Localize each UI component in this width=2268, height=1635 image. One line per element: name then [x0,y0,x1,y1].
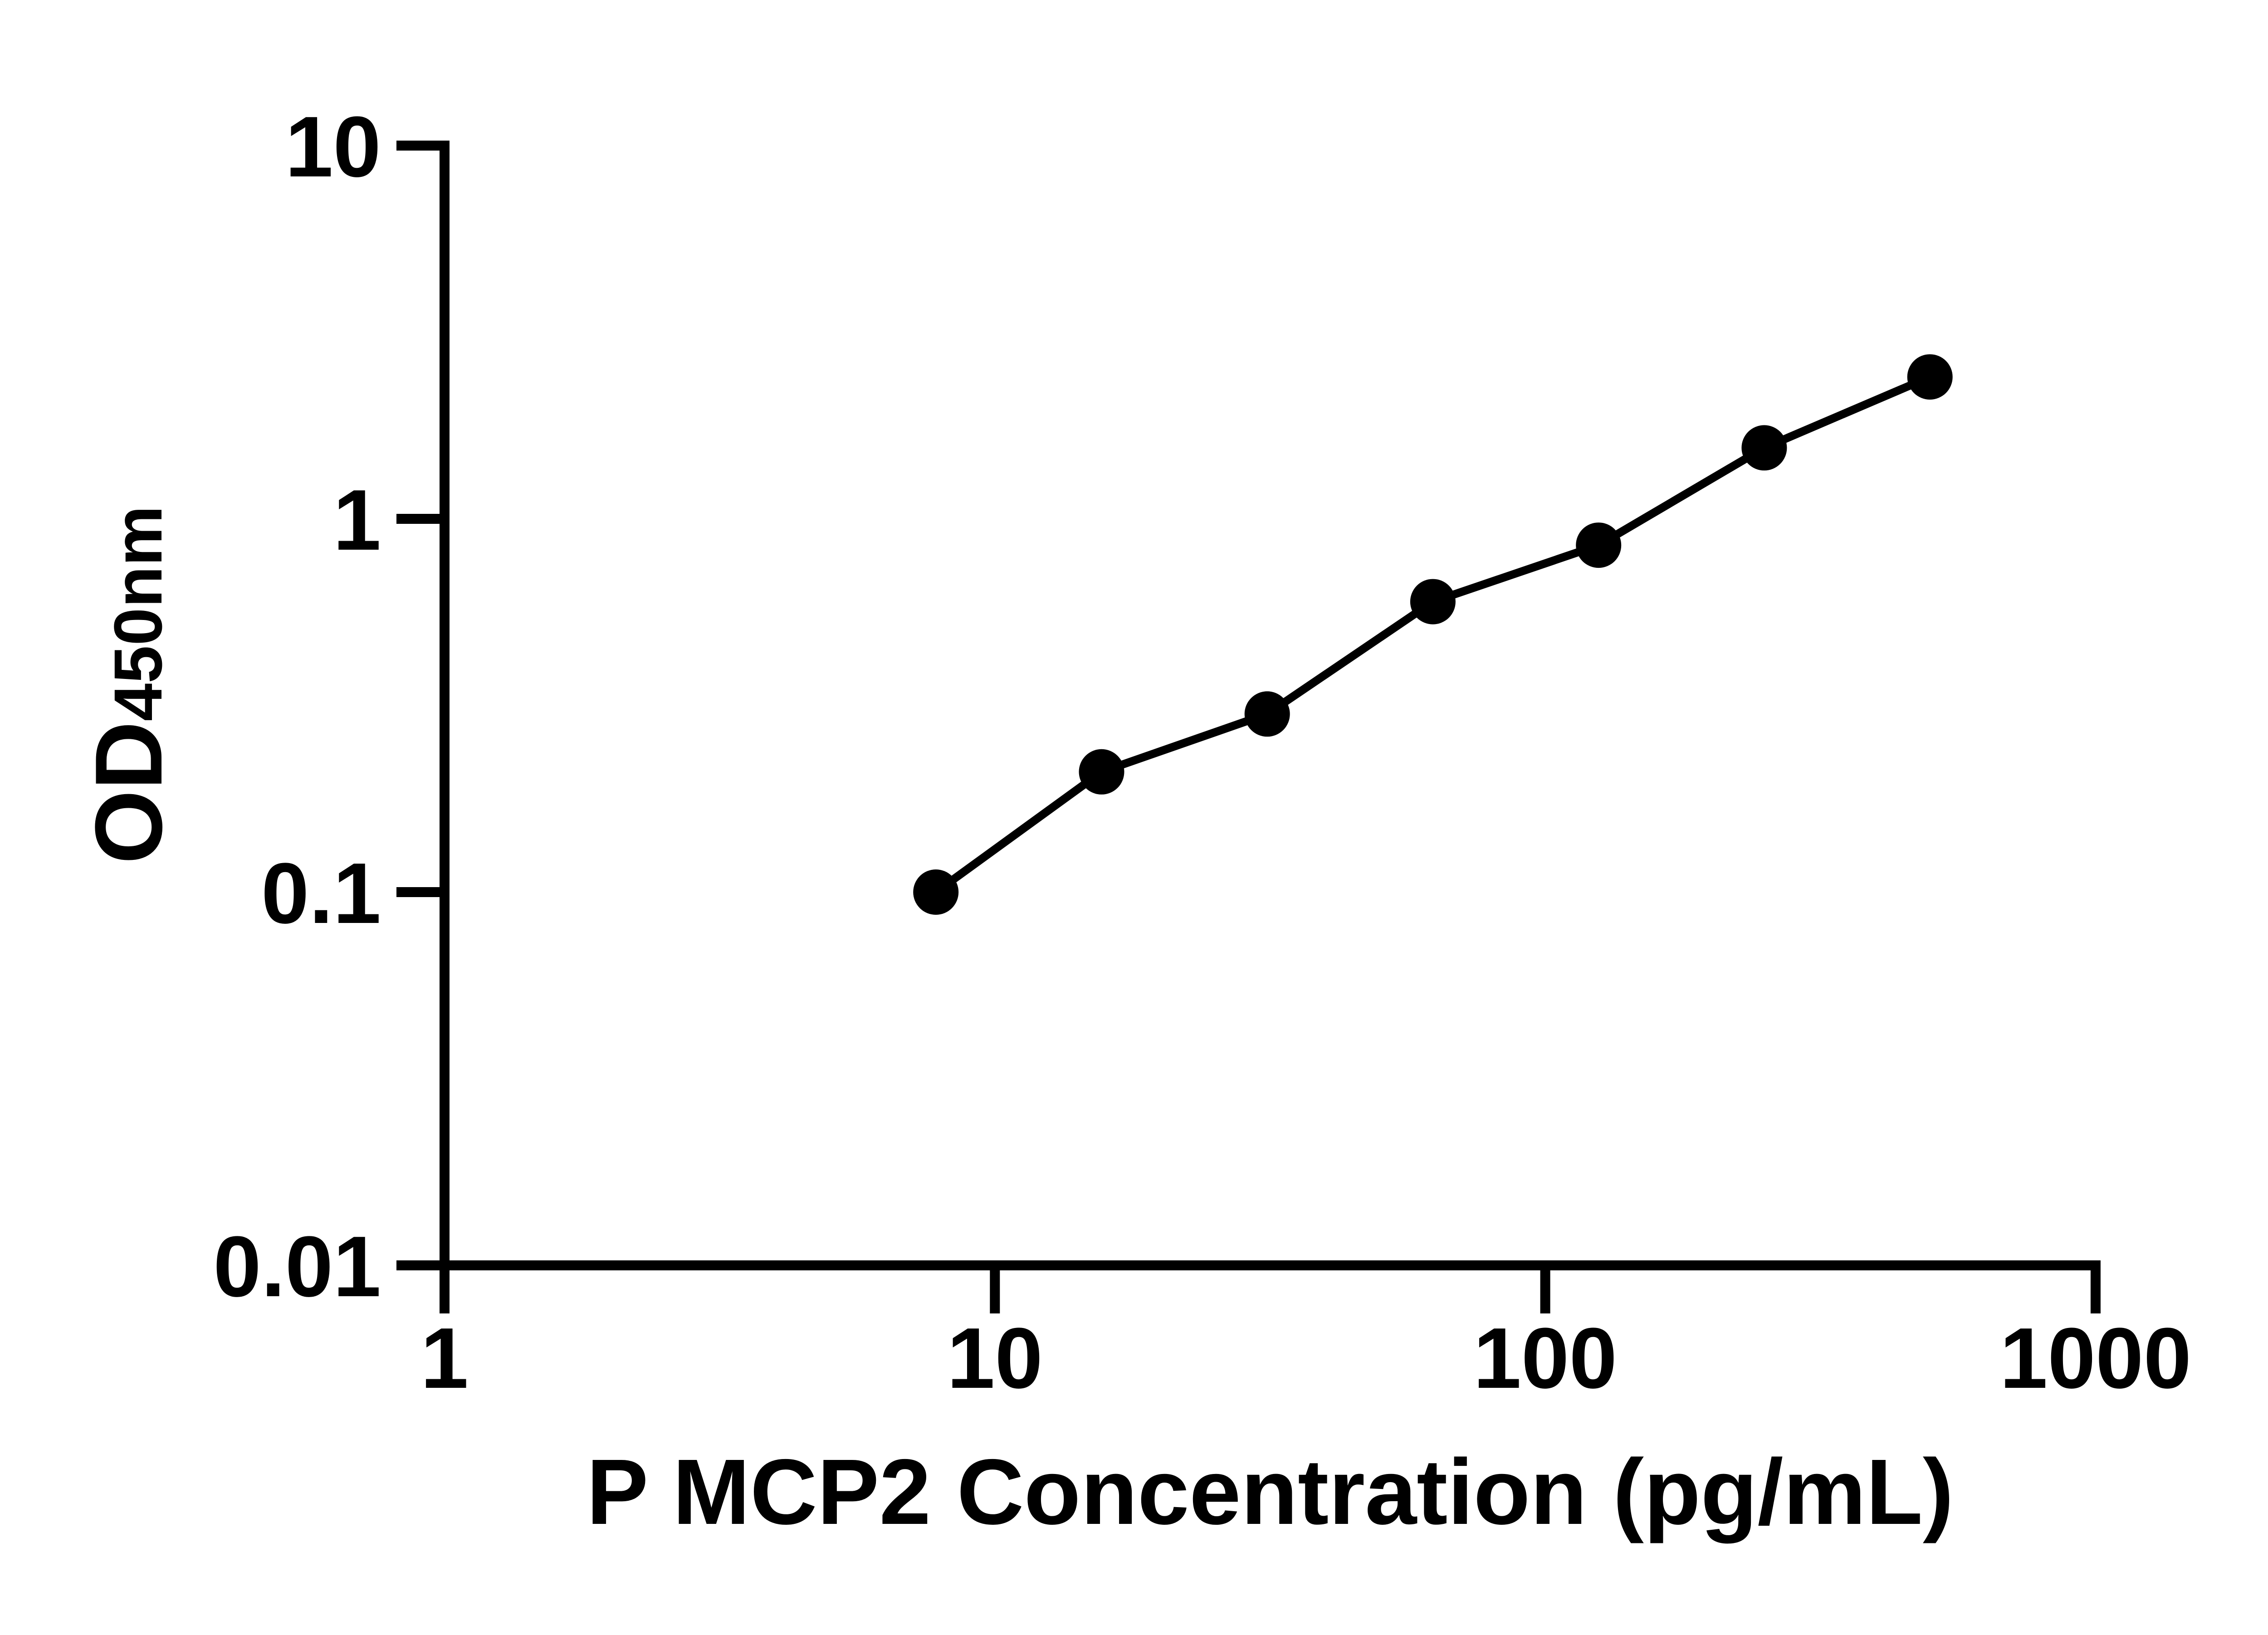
x-tick-label-1000: 1000 [2000,1310,2192,1406]
data-point-5 [1741,425,1787,471]
data-point-6 [1907,354,1953,400]
x-tick-label-1: 1 [420,1310,469,1406]
data-point-2 [1244,691,1290,737]
y-axis-title: OD450nm [75,506,182,864]
axes-group [440,141,2101,1270]
x-tick-label-10: 10 [947,1310,1043,1406]
y-axis-title-subscript: 450nm [100,506,176,721]
x-tick-label-100: 100 [1473,1310,1617,1406]
x-axis-title: P MCP2 Concentration (pg/mL) [587,1440,1954,1544]
y-axis-title-main: OD [75,721,182,864]
data-point-0 [913,869,959,915]
tick-labels-group: 10 1 0.1 0.01 1 10 100 1000 [213,99,2191,1406]
y-tick-label-1: 1 [333,472,381,568]
ticks-group [396,141,2101,1313]
data-point-3 [1410,579,1456,625]
y-tick-label-10: 10 [285,99,381,195]
y-tick-label-0.01: 0.01 [213,1219,381,1315]
y-tick-label-0.1: 0.1 [261,845,381,942]
series-group [913,354,1953,915]
data-point-4 [1576,522,1622,568]
data-point-1 [1079,749,1124,795]
